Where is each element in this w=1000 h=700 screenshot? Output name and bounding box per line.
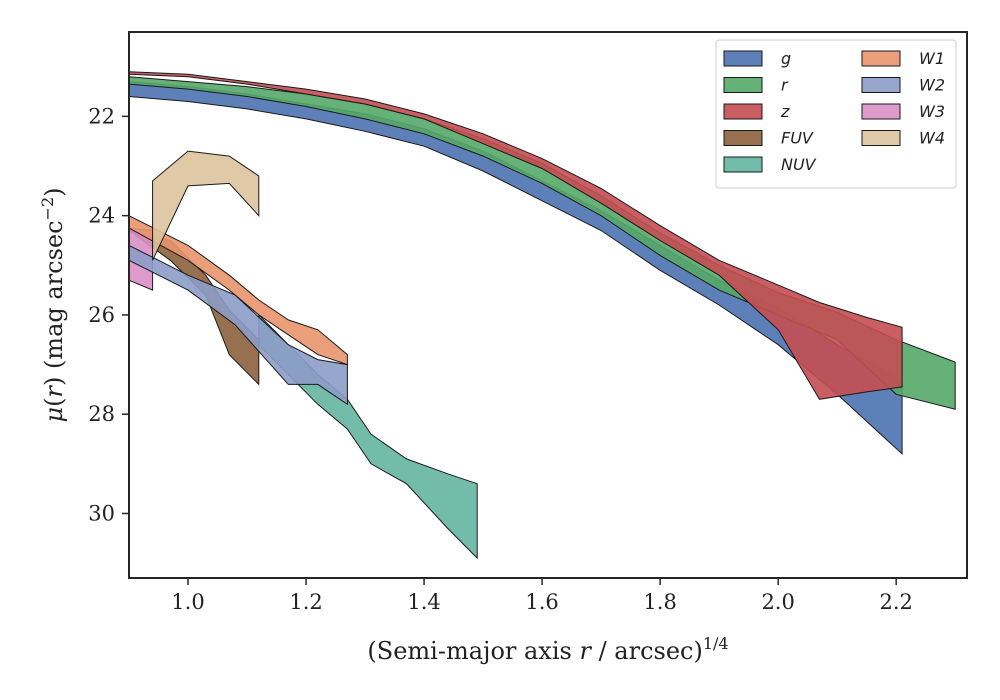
y-tick-label: 28 [88,402,115,426]
legend-label-r: r [781,76,789,95]
legend-swatch-w4 [861,130,901,146]
legend-swatch-r [723,77,763,93]
x-tick-label: 1.4 [407,590,440,614]
y-tick-label: 26 [88,303,115,327]
legend-label-w1: W1 [919,49,945,68]
ticks-layer: 1.0 1.2 1.4 1.6 1.8 2.0 2.2 22 24 26 28 30 [88,104,913,614]
legend-label-fuv: FUV [781,129,814,148]
y-tick-label: 24 [88,204,115,228]
legend: grz FUV NUV W1 W2 W3 W4 [715,39,957,189]
legend-label-w4: W4 [919,129,945,148]
bands-layer [129,71,956,560]
band-w4 [152,150,260,261]
legend-swatch-nuv [723,156,763,173]
x-axis-label: (Semi-major axis r / arcsec)1/4 [367,634,728,665]
legend-label-w2: W2 [919,76,945,95]
legend-label-z: z [780,102,790,121]
y-tick-label: 30 [88,501,115,525]
legend-swatch-w3 [861,103,901,120]
band-w2 [129,244,348,406]
x-tick-label: 1.0 [171,590,204,614]
x-tick-label: 1.2 [289,590,322,614]
legend-swatch-z [723,103,763,120]
x-tick-label: 1.6 [525,590,558,614]
legend-label-g: g [781,49,791,68]
legend-label-nuv: NUV [781,155,817,174]
x-tick-label: 1.8 [643,590,676,614]
legend-swatch-g [723,50,763,67]
x-tick-label: 2.2 [879,590,912,614]
legend-swatch-w1 [861,50,901,67]
legend-swatch-fuv [723,130,763,146]
legend-swatch-w2 [861,77,901,93]
band-z [129,71,903,400]
plot-frame [128,31,968,579]
x-tick-label: 2.0 [761,590,794,614]
y-axis-label: μ(r) (mag arcsec−2) [38,187,68,422]
legend-label-w3: W3 [919,102,945,121]
band-w1 [129,215,348,366]
legend-items: grz FUV NUV W1 W2 W3 W4 [723,49,945,174]
y-tick-label: 22 [88,104,115,128]
